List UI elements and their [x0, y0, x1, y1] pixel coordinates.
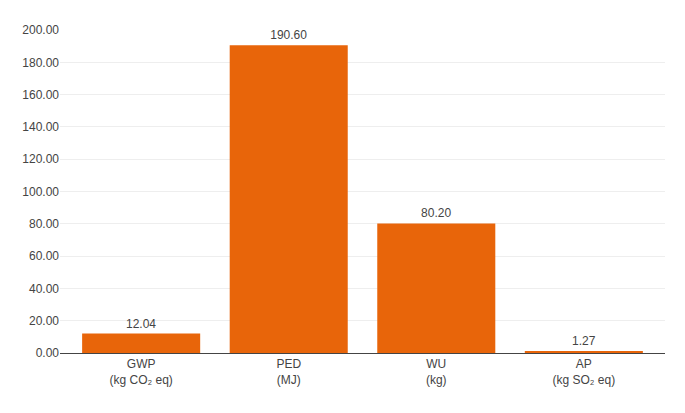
svg-text:WU(kg): WU(kg)	[426, 357, 447, 387]
svg-text:100.00: 100.00	[22, 185, 59, 199]
svg-text:80.20: 80.20	[421, 206, 451, 220]
svg-text:GWP(kg CO₂ eq): GWP(kg CO₂ eq)	[109, 357, 172, 387]
svg-text:0.00: 0.00	[36, 346, 60, 360]
svg-text:AP(kg SO₂ eq): AP(kg SO₂ eq)	[552, 357, 615, 387]
svg-text:200.00: 200.00	[22, 23, 59, 37]
svg-text:20.00: 20.00	[29, 314, 59, 328]
svg-text:12.04: 12.04	[126, 317, 156, 331]
svg-text:60.00: 60.00	[29, 249, 59, 263]
svg-text:80.00: 80.00	[29, 217, 59, 231]
svg-text:1.27: 1.27	[572, 334, 596, 348]
svg-text:140.00: 140.00	[22, 120, 59, 134]
svg-text:190.60: 190.60	[270, 28, 307, 42]
svg-text:180.00: 180.00	[22, 56, 59, 70]
svg-text:40.00: 40.00	[29, 282, 59, 296]
svg-text:160.00: 160.00	[22, 88, 59, 102]
svg-text:PED(MJ): PED(MJ)	[276, 357, 301, 387]
svg-text:120.00: 120.00	[22, 152, 59, 166]
